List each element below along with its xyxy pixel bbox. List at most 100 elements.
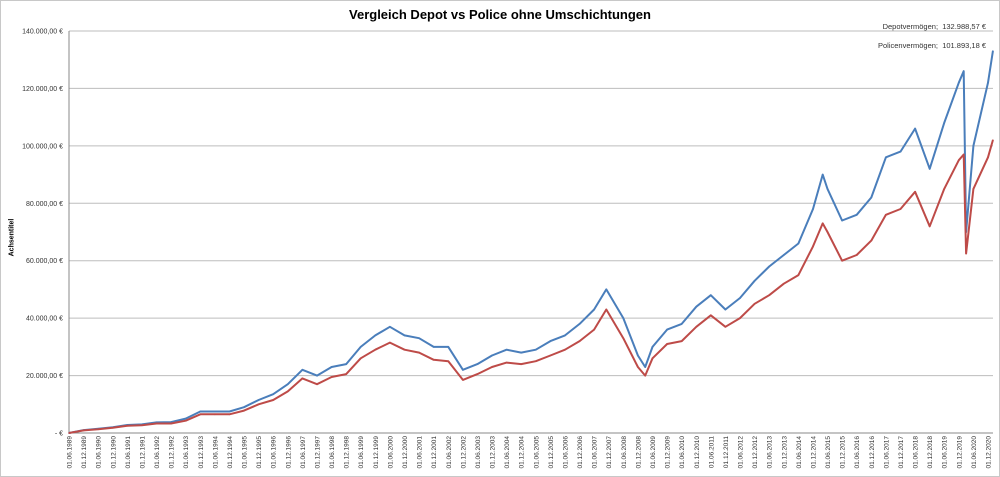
x-tick-label: 01.06.2014 [796, 436, 803, 469]
depot-data-point [841, 219, 843, 222]
x-tick-label: 01.12.2020 [986, 436, 993, 469]
depot-data-point [549, 340, 552, 342]
x-tick-label: 01.06.2018 [913, 436, 920, 469]
police-data-point [389, 341, 391, 344]
x-tick-label: 01.12.1990 [110, 436, 117, 469]
y-tick-label: 140.000,00 € [22, 29, 63, 36]
x-tick-label: 01.12.2018 [927, 436, 934, 469]
x-tick-label: 01.12.2013 [781, 436, 788, 469]
police-data-point [82, 429, 85, 432]
police-data-point [651, 357, 654, 360]
x-tick-label: 01.12.2001 [431, 436, 438, 469]
depot-data-point [184, 417, 187, 420]
x-tick-label: 01.06.1993 [183, 436, 190, 469]
x-tick-label: 01.12.2012 [752, 436, 759, 469]
depot-data-point [257, 399, 260, 401]
x-tick-label: 01.12.2008 [635, 436, 642, 469]
police-data-point [243, 409, 245, 412]
depot-data-point [885, 156, 887, 159]
depot-data-point [520, 351, 523, 354]
police-data-point [622, 337, 625, 340]
x-tick-label: 01.12.2006 [577, 436, 584, 469]
police-data-point [141, 424, 143, 427]
police-data-point [403, 348, 406, 351]
police-data-point [214, 413, 216, 416]
x-tick-label: 01.12.2004 [519, 436, 526, 469]
police-data-point [826, 231, 829, 233]
depot-data-point [972, 145, 975, 147]
y-tick-label: - € [55, 431, 63, 438]
police-data-point [768, 294, 770, 296]
police-data-point [605, 308, 608, 311]
depot-data-point [753, 280, 756, 282]
depot-data-point [316, 374, 318, 377]
depot-data-point [476, 363, 479, 365]
depot-data-point [962, 70, 965, 72]
depot-data-point [666, 328, 668, 331]
depot-annotation-value: 132.988,57 € [942, 22, 986, 31]
depot-data-point [534, 348, 537, 351]
x-tick-label: 01.12.2002 [460, 436, 467, 469]
depot-data-point [330, 366, 333, 368]
police-data-point [593, 328, 595, 331]
depot-data-point [462, 369, 464, 371]
police-series-line [68, 139, 994, 434]
x-tick-label: 01.06.2002 [446, 436, 453, 469]
depot-data-point [914, 127, 916, 130]
x-tick-label: 01.06.1996 [271, 436, 278, 469]
police-data-point [695, 325, 698, 328]
x-tick-label: 01.06.2003 [475, 436, 482, 469]
police-data-point [680, 340, 683, 342]
depot-annotation: Depotvermögen; 132.988,57 € [883, 22, 986, 31]
police-data-point [199, 413, 202, 416]
police-data-point [97, 428, 99, 431]
x-tick-label: 01.12.1999 [373, 436, 380, 469]
depot-data-point [992, 50, 994, 52]
police-data-point [987, 156, 989, 159]
police-data-point [914, 191, 916, 193]
police-annotation-label: Policenvermögen; [877, 41, 939, 50]
depot-data-point [855, 213, 858, 216]
police-data-point [870, 239, 873, 242]
police-data-point [797, 274, 800, 276]
police-annotation: Policenvermögen; 101.893,18 € [878, 41, 986, 50]
police-data-point [943, 188, 946, 190]
y-tick-label: 120.000,00 € [22, 86, 63, 93]
x-tick-label: 01.06.1999 [358, 436, 365, 469]
x-tick-label: 01.12.2015 [840, 436, 847, 469]
police-data-point [111, 427, 114, 429]
x-tick-label: 01.06.2016 [854, 436, 861, 469]
police-data-point [855, 254, 858, 256]
depot-data-point [418, 337, 420, 340]
x-tick-label: 01.12.1989 [81, 436, 88, 469]
police-data-point [462, 379, 464, 381]
x-tick-label: 01.06.1989 [67, 436, 74, 469]
x-tick-label: 01.06.2015 [825, 436, 832, 469]
police-data-point [885, 213, 887, 216]
police-data-point [928, 225, 931, 228]
police-data-point [549, 354, 552, 357]
police-data-point [287, 390, 289, 393]
police-data-point [564, 348, 566, 351]
x-tick-label: 01.06.2013 [767, 436, 774, 469]
police-data-point [330, 376, 333, 378]
depot-data-point [821, 173, 824, 176]
x-tick-label: 01.06.1998 [329, 436, 336, 469]
depot-data-point [359, 346, 362, 348]
x-tick-label: 01.12.1995 [256, 436, 263, 469]
police-annotation-value: 101.893,18 € [942, 41, 986, 50]
depot-data-point [651, 346, 654, 348]
police-data-point [821, 222, 824, 225]
police-data-point [724, 325, 727, 328]
x-tick-label: 01.12.1991 [139, 436, 146, 469]
x-tick-label: 01.12.2016 [869, 436, 876, 469]
depot-data-point [987, 81, 989, 84]
x-tick-label: 01.12.2014 [810, 436, 817, 469]
x-tick-label: 01.06.2017 [883, 436, 890, 469]
depot-data-point [403, 334, 406, 337]
police-data-point [578, 340, 581, 342]
depot-data-point [301, 369, 304, 371]
x-tick-label: 01.06.2005 [533, 436, 540, 469]
x-tick-label: 01.06.2011 [708, 436, 715, 468]
depot-data-point [491, 354, 493, 357]
